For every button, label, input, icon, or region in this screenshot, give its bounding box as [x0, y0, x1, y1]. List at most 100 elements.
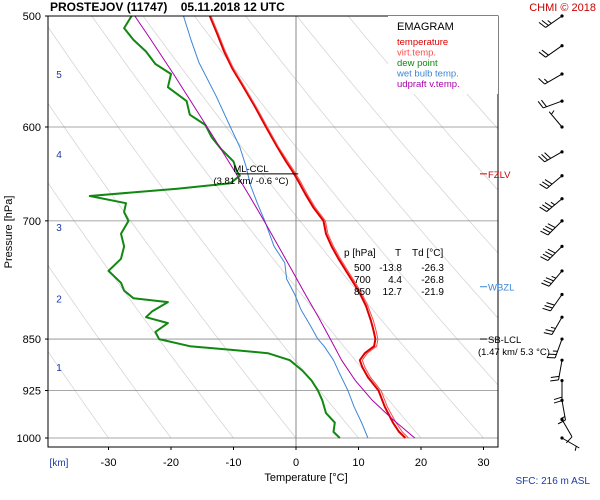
- ccl-label: ML-CCL: [233, 164, 268, 175]
- legend-entry: temperature: [397, 37, 448, 48]
- legend-title: EMAGRAM: [397, 21, 454, 33]
- annotations: ML-CCL(3.81 km/ -0.6 °C) FZLV WBZL SB-LCL(1…: [213, 164, 549, 358]
- barb-half-feather: [550, 326, 556, 329]
- y-tick-label: 700: [23, 216, 41, 228]
- legend-entry: wet bulb temp.: [396, 69, 459, 80]
- barb-feather: [540, 230, 549, 236]
- wind-barb: [540, 219, 564, 236]
- wind-barb: [546, 337, 564, 359]
- x-tick-label: 30: [477, 457, 489, 469]
- table-cell: 4.4: [388, 275, 402, 286]
- y-tick-label: 500: [23, 11, 41, 23]
- wind-barbs: [537, 14, 580, 451]
- wind-barb: [548, 110, 564, 129]
- x-tick-label: -30: [101, 457, 117, 469]
- barb-half-feather: [550, 110, 555, 115]
- values-table: p [hPa] T Td [°C] 500 -13.8 -26.3 700 4.4 -26.8 8…: [344, 248, 444, 298]
- x-tick-label: -10: [226, 457, 242, 469]
- table-header: p [hPa]: [344, 248, 376, 259]
- barb-feather: [542, 307, 551, 312]
- legend-background: [388, 16, 498, 94]
- barb-half-feather: [560, 416, 566, 420]
- y-tick-label: 1000: [17, 433, 41, 445]
- barb-feather: [545, 251, 554, 257]
- dry-adiabat: [347, 16, 498, 191]
- barb-feather: [542, 181, 550, 187]
- barb-feather: [550, 379, 559, 382]
- barb-feather: [553, 396, 563, 401]
- table-cell: -26.8: [421, 275, 444, 286]
- barb-feather: [541, 282, 550, 287]
- height-tick-label: 2: [56, 294, 62, 305]
- y-tick-label: 850: [23, 334, 41, 346]
- barb-feather: [545, 225, 554, 231]
- series-line-udpraft-v-temp: [134, 16, 416, 439]
- dry-adiabat: [245, 16, 498, 319]
- table-cell: 500: [354, 263, 371, 274]
- table-cell: -13.8: [379, 263, 402, 274]
- barb-feather: [545, 277, 554, 282]
- y-axis-label: Pressure [hPa]: [3, 196, 15, 269]
- dry-adiabat: [142, 16, 484, 439]
- wind-barb: [538, 44, 564, 58]
- barb-half-feather: [551, 275, 557, 279]
- height-tick-label: 5: [56, 70, 62, 81]
- barb-feather: [541, 49, 549, 56]
- barb-half-feather: [550, 201, 556, 206]
- grid-lines: [48, 16, 498, 447]
- height-tick-label: 3: [56, 223, 62, 234]
- legend-entry: virt.temp.: [397, 48, 436, 59]
- wind-barb: [542, 292, 564, 312]
- wind-barb: [537, 99, 564, 109]
- wind-barb: [557, 398, 566, 425]
- wind-barb: [539, 174, 564, 190]
- barb-feather: [538, 77, 546, 85]
- barb-feather: [542, 228, 551, 233]
- legend-entry: udpraft v.temp.: [397, 79, 460, 90]
- wind-barb: [538, 14, 564, 28]
- fzlv-label: FZLV: [488, 170, 511, 181]
- table-cell: -21.9: [421, 287, 444, 298]
- table-cell: -26.3: [421, 263, 444, 274]
- barb-feather: [538, 51, 546, 58]
- barb-feather: [539, 183, 547, 190]
- barb-feather: [546, 302, 555, 306]
- height-tick-label: 1: [56, 363, 62, 374]
- series-line-temperature: [208, 16, 407, 439]
- barb-feather: [543, 332, 553, 335]
- barb-feather: [537, 100, 544, 109]
- barb-feather: [545, 329, 554, 332]
- series-line-virt-temp: [210, 16, 409, 439]
- barb-feather: [553, 400, 563, 404]
- wind-barb: [550, 358, 564, 382]
- dry-adiabat: [48, 102, 297, 439]
- credit-label: CHMI © 2018: [529, 2, 596, 14]
- barb-staff: [561, 419, 573, 438]
- x-tick-label: 0: [293, 457, 299, 469]
- y-tick-labels: 500 600 700 850 925 1000: [17, 11, 48, 445]
- dry-adiabat: [48, 182, 234, 439]
- barb-feather: [544, 202, 553, 208]
- height-unit-label: [km]: [50, 458, 69, 469]
- y-tick-label: 925: [23, 386, 41, 398]
- wind-barb: [539, 197, 564, 212]
- dry-adiabat: [296, 16, 498, 254]
- series-line-dew-point: [88, 16, 341, 439]
- table-header: Td [°C]: [412, 248, 443, 259]
- barb-feather: [547, 248, 556, 254]
- barb-feather: [541, 154, 549, 161]
- series-line-wet-bulb-temp: [183, 16, 369, 439]
- plot-frame: [47, 15, 499, 448]
- barb-half-feather: [543, 78, 549, 83]
- barb-feather: [541, 19, 549, 26]
- barb-feather: [540, 256, 549, 261]
- wind-barb: [538, 72, 564, 85]
- wind-barb: [560, 436, 580, 451]
- wind-barb: [540, 244, 564, 261]
- barb-feather: [538, 21, 546, 28]
- barb-feather: [542, 204, 550, 210]
- series-layer: [88, 16, 416, 439]
- barb-feather: [543, 279, 552, 285]
